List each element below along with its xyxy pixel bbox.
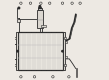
Bar — [18, 32, 62, 70]
Circle shape — [17, 50, 18, 52]
Circle shape — [49, 2, 51, 4]
Bar — [65, 56, 67, 58]
Circle shape — [68, 76, 70, 78]
Circle shape — [61, 2, 64, 4]
Bar — [65, 41, 67, 43]
Bar — [38, 7, 41, 8]
Circle shape — [62, 50, 63, 52]
Bar — [64, 64, 66, 66]
Circle shape — [20, 2, 22, 4]
Bar — [38, 8, 42, 10]
Circle shape — [29, 2, 32, 4]
Circle shape — [40, 2, 42, 4]
Circle shape — [33, 76, 36, 78]
Bar — [17, 19, 20, 22]
Bar — [62, 32, 65, 70]
Bar — [16, 32, 18, 70]
Bar — [41, 25, 46, 27]
Circle shape — [18, 7, 20, 9]
Bar — [14, 37, 16, 39]
Circle shape — [79, 2, 81, 4]
Bar — [64, 37, 66, 39]
Bar — [14, 64, 16, 66]
Circle shape — [20, 76, 22, 78]
Circle shape — [71, 2, 73, 4]
Circle shape — [52, 76, 54, 78]
Bar — [37, 10, 43, 28]
Circle shape — [39, 6, 41, 7]
